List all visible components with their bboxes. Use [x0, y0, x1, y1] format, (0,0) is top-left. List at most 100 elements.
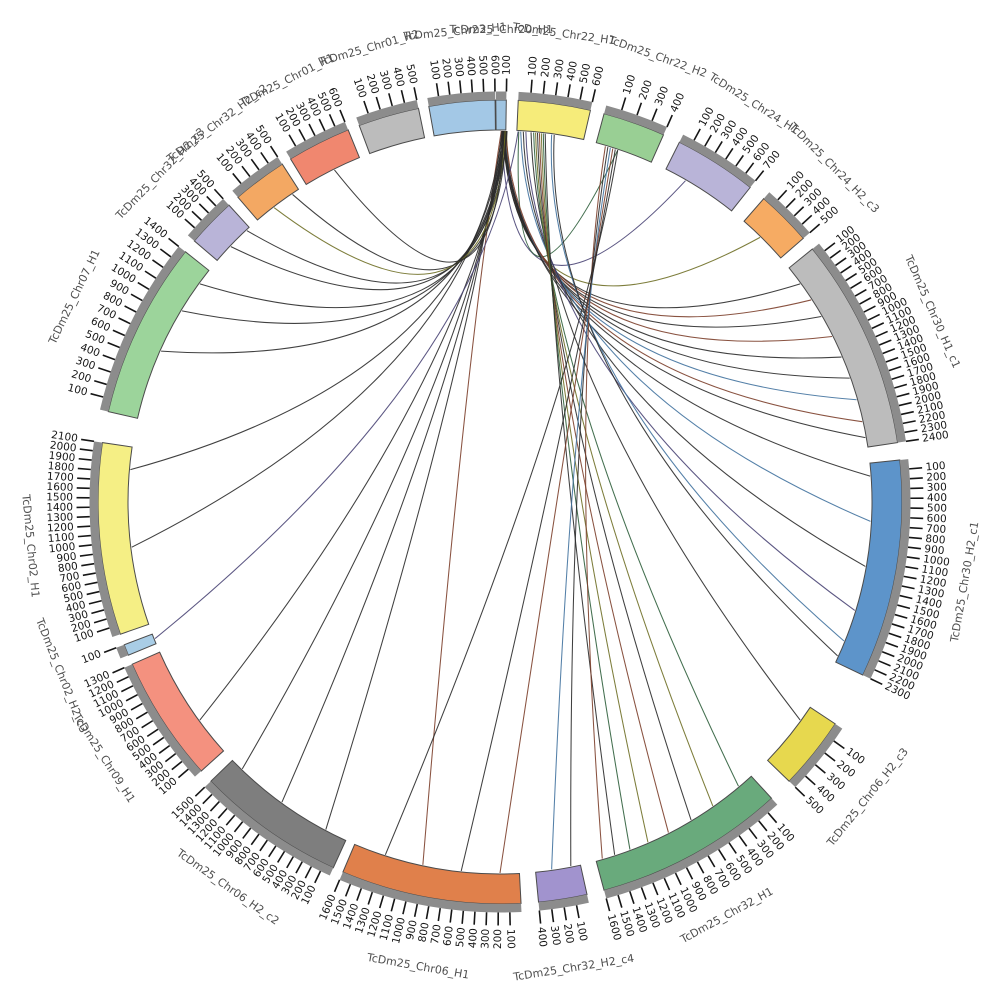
tick-label: 400	[927, 492, 947, 504]
tick	[447, 81, 451, 95]
segment-tick-band	[495, 91, 507, 101]
tick	[907, 546, 922, 550]
tick	[891, 623, 905, 629]
tick	[130, 702, 143, 711]
tick	[339, 109, 346, 123]
tick-label: 400	[390, 66, 406, 88]
tick	[152, 736, 165, 746]
tick	[137, 281, 150, 290]
segment-tick-band	[204, 781, 334, 876]
tick	[850, 280, 862, 289]
tick	[82, 572, 96, 577]
tick	[882, 348, 896, 355]
tick	[120, 685, 134, 693]
segment-band	[665, 141, 751, 212]
segment-band	[210, 759, 347, 869]
tick-label: 900	[404, 919, 420, 941]
segment-band	[342, 843, 522, 905]
synteny-link	[273, 131, 506, 275]
tick-label: 100	[80, 648, 103, 666]
tick	[177, 768, 189, 779]
synteny-link	[520, 131, 871, 522]
tick	[413, 903, 419, 917]
tick	[116, 676, 129, 684]
segment-band	[428, 99, 496, 137]
tick	[298, 128, 306, 142]
tick	[102, 354, 116, 361]
tick	[295, 861, 303, 874]
tick	[159, 248, 172, 258]
tick	[758, 820, 768, 832]
tick	[435, 83, 440, 97]
tick-label: 1100	[921, 563, 949, 579]
tick	[77, 534, 91, 538]
tick	[900, 410, 914, 416]
tick	[896, 392, 910, 398]
synteny-link	[130, 130, 504, 471]
segment-label: TcDm25_Chr24_H2_c3	[786, 119, 882, 215]
tick	[77, 467, 91, 471]
synteny-link	[230, 130, 504, 291]
tick-label: 300	[653, 85, 672, 108]
tick	[77, 525, 91, 528]
tick-label: 200	[926, 471, 947, 484]
segment-tick-band	[339, 872, 522, 913]
tick-label: 100	[427, 59, 442, 81]
tick	[748, 827, 758, 840]
synteny-link	[502, 130, 866, 439]
tick	[206, 195, 217, 207]
tick-label: 400	[467, 928, 480, 949]
tick	[437, 908, 442, 922]
segment-tick-band	[538, 894, 589, 911]
tick	[745, 162, 755, 174]
synteny-link	[585, 146, 606, 859]
tick	[905, 438, 919, 443]
chromosome-segment: 1002003004005006007008009001000110012001…	[19, 429, 150, 645]
tick-label: 700	[59, 570, 81, 585]
synteny-link	[533, 132, 739, 787]
tick	[314, 870, 322, 884]
synteny-link	[422, 130, 502, 865]
tick	[344, 883, 352, 897]
tick	[899, 594, 913, 600]
tick	[213, 188, 224, 200]
tick	[591, 89, 597, 103]
synteny-link	[538, 133, 669, 833]
segment-band	[193, 204, 250, 262]
tick	[901, 585, 915, 590]
tick-label: 500	[578, 62, 594, 84]
tick-label: 1100	[47, 531, 75, 545]
segment-tick-band	[286, 121, 349, 159]
tick	[840, 265, 852, 274]
tick-label: 700	[429, 924, 444, 946]
segment-band	[743, 197, 805, 259]
segment-label: TcDm25_Chr22_H1	[511, 20, 616, 47]
tick	[402, 901, 407, 915]
tick	[636, 102, 643, 116]
tick-label: 400	[668, 91, 687, 114]
segment-tick-band	[116, 644, 129, 659]
tick	[717, 848, 727, 861]
segment-tick-band	[89, 441, 121, 637]
tick-label: 2300	[920, 419, 948, 435]
tick-label: 400	[464, 56, 477, 77]
tick	[81, 438, 95, 443]
tick	[400, 89, 406, 103]
tick	[891, 374, 905, 381]
tick-label: 2400	[921, 429, 949, 445]
segment-tick-band	[763, 192, 810, 239]
tick	[704, 134, 712, 147]
tick	[470, 79, 474, 93]
tick-label: 1800	[47, 460, 75, 474]
tick	[801, 214, 813, 225]
tick	[356, 888, 363, 901]
tick	[125, 694, 138, 702]
synteny-link	[502, 130, 842, 359]
tick	[318, 118, 326, 132]
tick	[738, 835, 748, 847]
tick-label: 400	[65, 599, 87, 615]
tick	[118, 317, 131, 325]
tick-label: 200	[492, 929, 504, 949]
